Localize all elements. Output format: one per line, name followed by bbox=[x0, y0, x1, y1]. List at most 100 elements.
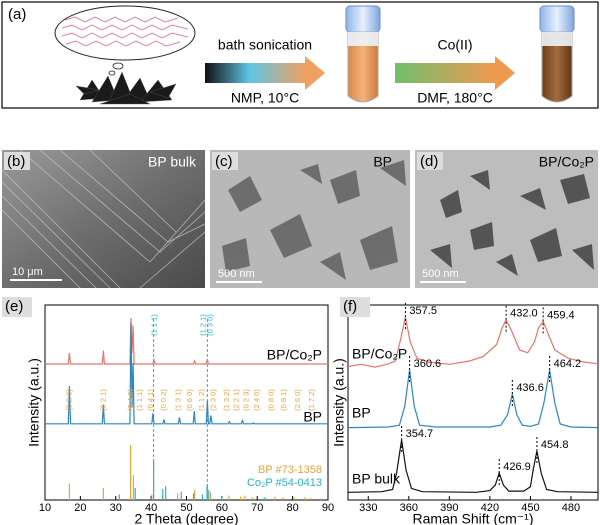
series-line bbox=[45, 317, 328, 365]
plot-frame bbox=[347, 304, 599, 501]
panel-label: (a) bbox=[8, 6, 26, 23]
plane-label: (0 8 0) bbox=[266, 389, 275, 411]
vial-cap bbox=[345, 5, 381, 33]
caption: BP/Co₂P bbox=[539, 154, 594, 170]
arrow-body bbox=[395, 63, 495, 83]
peak-label: 464.2 bbox=[554, 358, 582, 370]
arrow-head bbox=[495, 56, 515, 90]
panel-a: (a) bath sonication NMP, 10°C Co(I bbox=[1, 1, 599, 109]
series-name: BP bbox=[352, 405, 371, 421]
vial-glass bbox=[542, 32, 572, 46]
x-tick-label: 450 bbox=[521, 502, 539, 514]
peak-label: 436.6 bbox=[516, 382, 544, 394]
peak-label: 459.4 bbox=[547, 309, 575, 321]
plot-frame bbox=[44, 304, 329, 501]
vial bbox=[347, 31, 379, 103]
x-axis-label: 2 Theta (degree) bbox=[134, 511, 238, 525]
x-tick-label: 80 bbox=[287, 502, 299, 514]
panel-label: (c) bbox=[215, 153, 233, 170]
reference-name: BP #73-1358 bbox=[258, 464, 322, 476]
tem-flakes bbox=[430, 170, 594, 276]
label-box bbox=[2, 297, 32, 317]
panel-label: (f) bbox=[343, 298, 357, 315]
label-box bbox=[4, 152, 30, 170]
step-label: bath sonication bbox=[218, 37, 312, 53]
plane-label: (2 3 0) bbox=[208, 389, 217, 411]
y-axis-label: Intensity (a.u.) bbox=[331, 358, 347, 447]
label-box bbox=[417, 152, 443, 170]
series-line bbox=[347, 439, 599, 493]
plane-label: (0 2 3) bbox=[242, 389, 251, 411]
series-name: BP bulk bbox=[352, 471, 401, 487]
tem-flakes bbox=[222, 160, 406, 280]
x-axis-label: Raman Shift (cm⁻¹) bbox=[413, 511, 534, 525]
plane-label: (0 8 1) bbox=[279, 389, 288, 411]
peak-label: 360.6 bbox=[414, 358, 442, 370]
plane-label: (1 1 1) bbox=[150, 314, 159, 336]
caption: BP bulk bbox=[148, 154, 197, 170]
caption: BP bbox=[373, 154, 392, 170]
series-line bbox=[347, 369, 599, 429]
plane-label: (1 2 1) bbox=[198, 314, 207, 336]
sem-image bbox=[2, 150, 205, 288]
raman-chart: (f) 330 360 390 420 450 480 Raman Shift (cm⁻¹) I… bbox=[331, 297, 599, 525]
sem-texture bbox=[1, 149, 206, 289]
peak-label: 432.0 bbox=[510, 308, 538, 320]
x-tick-label: 90 bbox=[322, 502, 334, 514]
plane-label: (0 3 0) bbox=[206, 314, 215, 336]
bp-crystals bbox=[75, 71, 177, 105]
plane-label: (2 4 0) bbox=[252, 389, 261, 411]
x-tick-label: 390 bbox=[440, 502, 458, 514]
xrd-chart: (e) 10 20 30 40 50 60 70 80 90 2 Theta (degree) Int… bbox=[2, 297, 334, 525]
plane-label: (1 1 1) bbox=[135, 389, 144, 411]
plane-label: (0 4 1) bbox=[146, 389, 155, 411]
x-tick-label: 30 bbox=[110, 502, 122, 514]
x-tick-label: 60 bbox=[216, 502, 228, 514]
peak-label: 357.5 bbox=[409, 305, 437, 317]
scale-label: 500 nm bbox=[218, 268, 255, 280]
reference-name: Co₂P #54-0413 bbox=[247, 477, 322, 489]
peak-label: 354.7 bbox=[406, 428, 434, 440]
plane-label: (0 4 0) bbox=[126, 389, 135, 411]
x-tick-label: 480 bbox=[562, 502, 580, 514]
series-name: BP/Co₂P bbox=[267, 347, 322, 363]
arrow-head bbox=[305, 56, 325, 90]
label-box bbox=[212, 152, 238, 170]
panel-label: (d) bbox=[420, 153, 438, 170]
bubble-dot bbox=[108, 70, 116, 76]
plane-label: (0 2 1) bbox=[98, 389, 107, 411]
vial-cap bbox=[539, 5, 575, 33]
peak-label: 426.9 bbox=[503, 461, 531, 473]
panel-b: (b) BP bulk 10 μm bbox=[1, 149, 206, 289]
panel-d: (d) BP/Co₂P 500 nm bbox=[415, 150, 598, 288]
series-name: BP/Co₂P bbox=[352, 346, 407, 362]
series-name: BP bbox=[303, 409, 322, 425]
series-line bbox=[45, 322, 328, 425]
arrow-body bbox=[205, 63, 305, 83]
scale-label: 10 μm bbox=[12, 266, 43, 278]
plane-label: (0 0 2) bbox=[159, 389, 168, 411]
y-axis-label: Intensity (a.u.) bbox=[26, 358, 42, 447]
layer-structure bbox=[61, 16, 189, 47]
x-tick-label: 420 bbox=[481, 502, 499, 514]
vial-glass bbox=[348, 32, 378, 46]
plane-label: (2 6 0) bbox=[293, 389, 302, 411]
x-tick-label: 20 bbox=[74, 502, 86, 514]
peak-label: 454.8 bbox=[541, 439, 569, 451]
x-tick-label: 50 bbox=[180, 502, 192, 514]
step-label: NMP, 10°C bbox=[231, 90, 299, 106]
bubble-dot bbox=[112, 62, 124, 70]
series-line bbox=[347, 316, 599, 368]
plane-label: (0 6 0) bbox=[185, 389, 194, 411]
x-tick-label: 70 bbox=[251, 502, 263, 514]
label-box bbox=[340, 297, 370, 317]
panel-label: (b) bbox=[7, 153, 25, 170]
panel-c: (c) BP 500 nm bbox=[210, 150, 410, 288]
vial bbox=[541, 31, 573, 103]
x-tick-label: 330 bbox=[359, 502, 377, 514]
plane-label: (1 7 2) bbox=[307, 389, 316, 411]
step-label: Co(II) bbox=[438, 37, 473, 53]
scale-label: 500 nm bbox=[422, 268, 459, 280]
plane-label: (1 3 2) bbox=[222, 389, 231, 411]
